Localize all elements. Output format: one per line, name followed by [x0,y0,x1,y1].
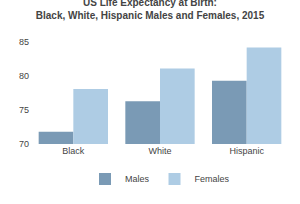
svg-text:80: 80 [19,71,29,81]
svg-text:White: White [148,146,171,156]
svg-text:US Life Expectancy at Birth:Bl: US Life Expectancy at Birth:Black, White… [36,0,265,21]
svg-text:70: 70 [19,139,29,149]
svg-text:Hispanic: Hispanic [229,146,264,156]
svg-text:Females: Females [195,174,230,184]
svg-text:Black: Black [62,146,85,156]
svg-text:75: 75 [19,105,29,115]
svg-text:85: 85 [19,37,29,47]
svg-text:Males: Males [125,174,150,184]
